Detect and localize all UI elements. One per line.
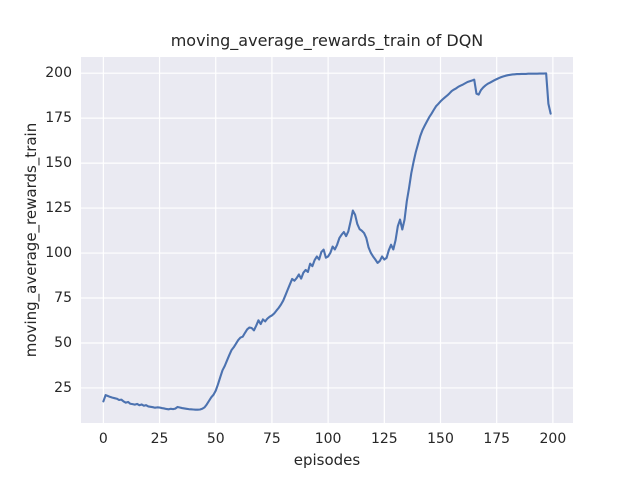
x-tick-label: 25 (150, 431, 169, 447)
plot-area (81, 57, 573, 423)
x-tick-label: 125 (370, 431, 398, 447)
dqn-series-line (102, 72, 552, 411)
x-tick-label: 0 (98, 431, 108, 447)
y-tick-label: 50 (54, 334, 72, 351)
x-tick-label: 175 (483, 431, 511, 447)
x-tick-label: 150 (427, 431, 454, 447)
y-tick-label: 125 (45, 200, 72, 217)
x-axis-label: episodes (293, 451, 361, 469)
y-tick-label: 25 (54, 379, 72, 396)
y-tick-label: 200 (45, 65, 72, 82)
x-tick-label: 200 (539, 431, 567, 447)
x-tick-label: 50 (206, 431, 225, 447)
line-chart-svg (81, 57, 573, 423)
chart-title: moving_average_rewards_train of DQN (170, 31, 484, 50)
y-tick-label: 100 (45, 245, 72, 262)
y-tick-label: 150 (45, 155, 72, 172)
x-tick-label: 75 (263, 431, 281, 447)
y-tick-label: 175 (45, 110, 72, 127)
x-tick-label: 100 (314, 431, 342, 447)
y-tick-label: 75 (54, 290, 72, 306)
